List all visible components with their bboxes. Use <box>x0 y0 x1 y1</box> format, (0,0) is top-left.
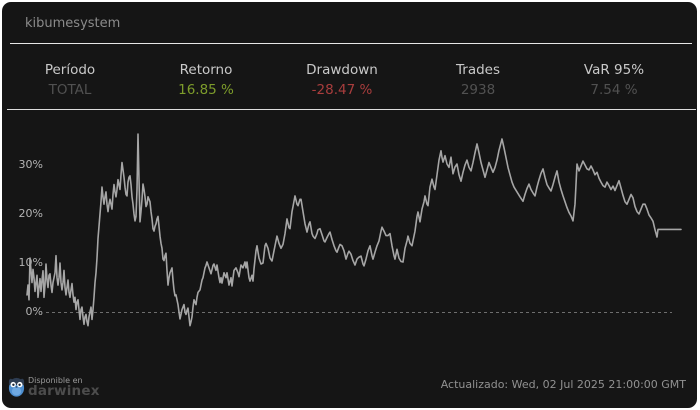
stat-periodo: Período TOTAL <box>2 62 138 98</box>
stat-label: VaR 95% <box>583 62 645 78</box>
stat-label: Retorno <box>179 62 233 78</box>
y-tick-label: 10% <box>18 256 43 269</box>
title-divider <box>10 43 692 44</box>
stat-value: TOTAL <box>48 82 92 98</box>
badge-text: Disponible en darwinex <box>28 376 100 398</box>
darwinex-badge[interactable]: Disponible en darwinex <box>8 376 100 398</box>
stat-drawdown: Drawdown -28.47 % <box>274 62 410 98</box>
stat-value: -28.47 % <box>311 82 373 98</box>
stat-value: 7.54 % <box>590 82 638 98</box>
last-updated-text: Actualizado: Wed, 02 Jul 2025 21:00:00 G… <box>440 378 686 391</box>
y-tick-label: 30% <box>18 158 43 171</box>
y-tick-label: 20% <box>18 207 43 220</box>
stat-label: Período <box>44 62 96 78</box>
stat-label: Trades <box>456 62 500 78</box>
badge-pretext: Disponible en <box>28 376 83 385</box>
darwinex-logo-text: darwinex <box>28 383 100 399</box>
strategy-title: kibumesystem <box>25 16 121 31</box>
y-tick-label: 0% <box>25 305 43 318</box>
stat-value: 16.85 % <box>178 82 234 98</box>
stat-trades: Trades 2938 <box>410 62 546 98</box>
stat-var95: VaR 95% 7.54 % <box>546 62 682 98</box>
stat-value: 2938 <box>460 82 496 98</box>
stat-retorno: Retorno 16.85 % <box>138 62 274 98</box>
darwinex-owl-icon <box>8 377 25 397</box>
stat-label: Drawdown <box>306 62 378 78</box>
stats-row: Período TOTAL Retorno 16.85 % Drawdown -… <box>2 62 682 98</box>
stats-divider <box>7 109 696 110</box>
